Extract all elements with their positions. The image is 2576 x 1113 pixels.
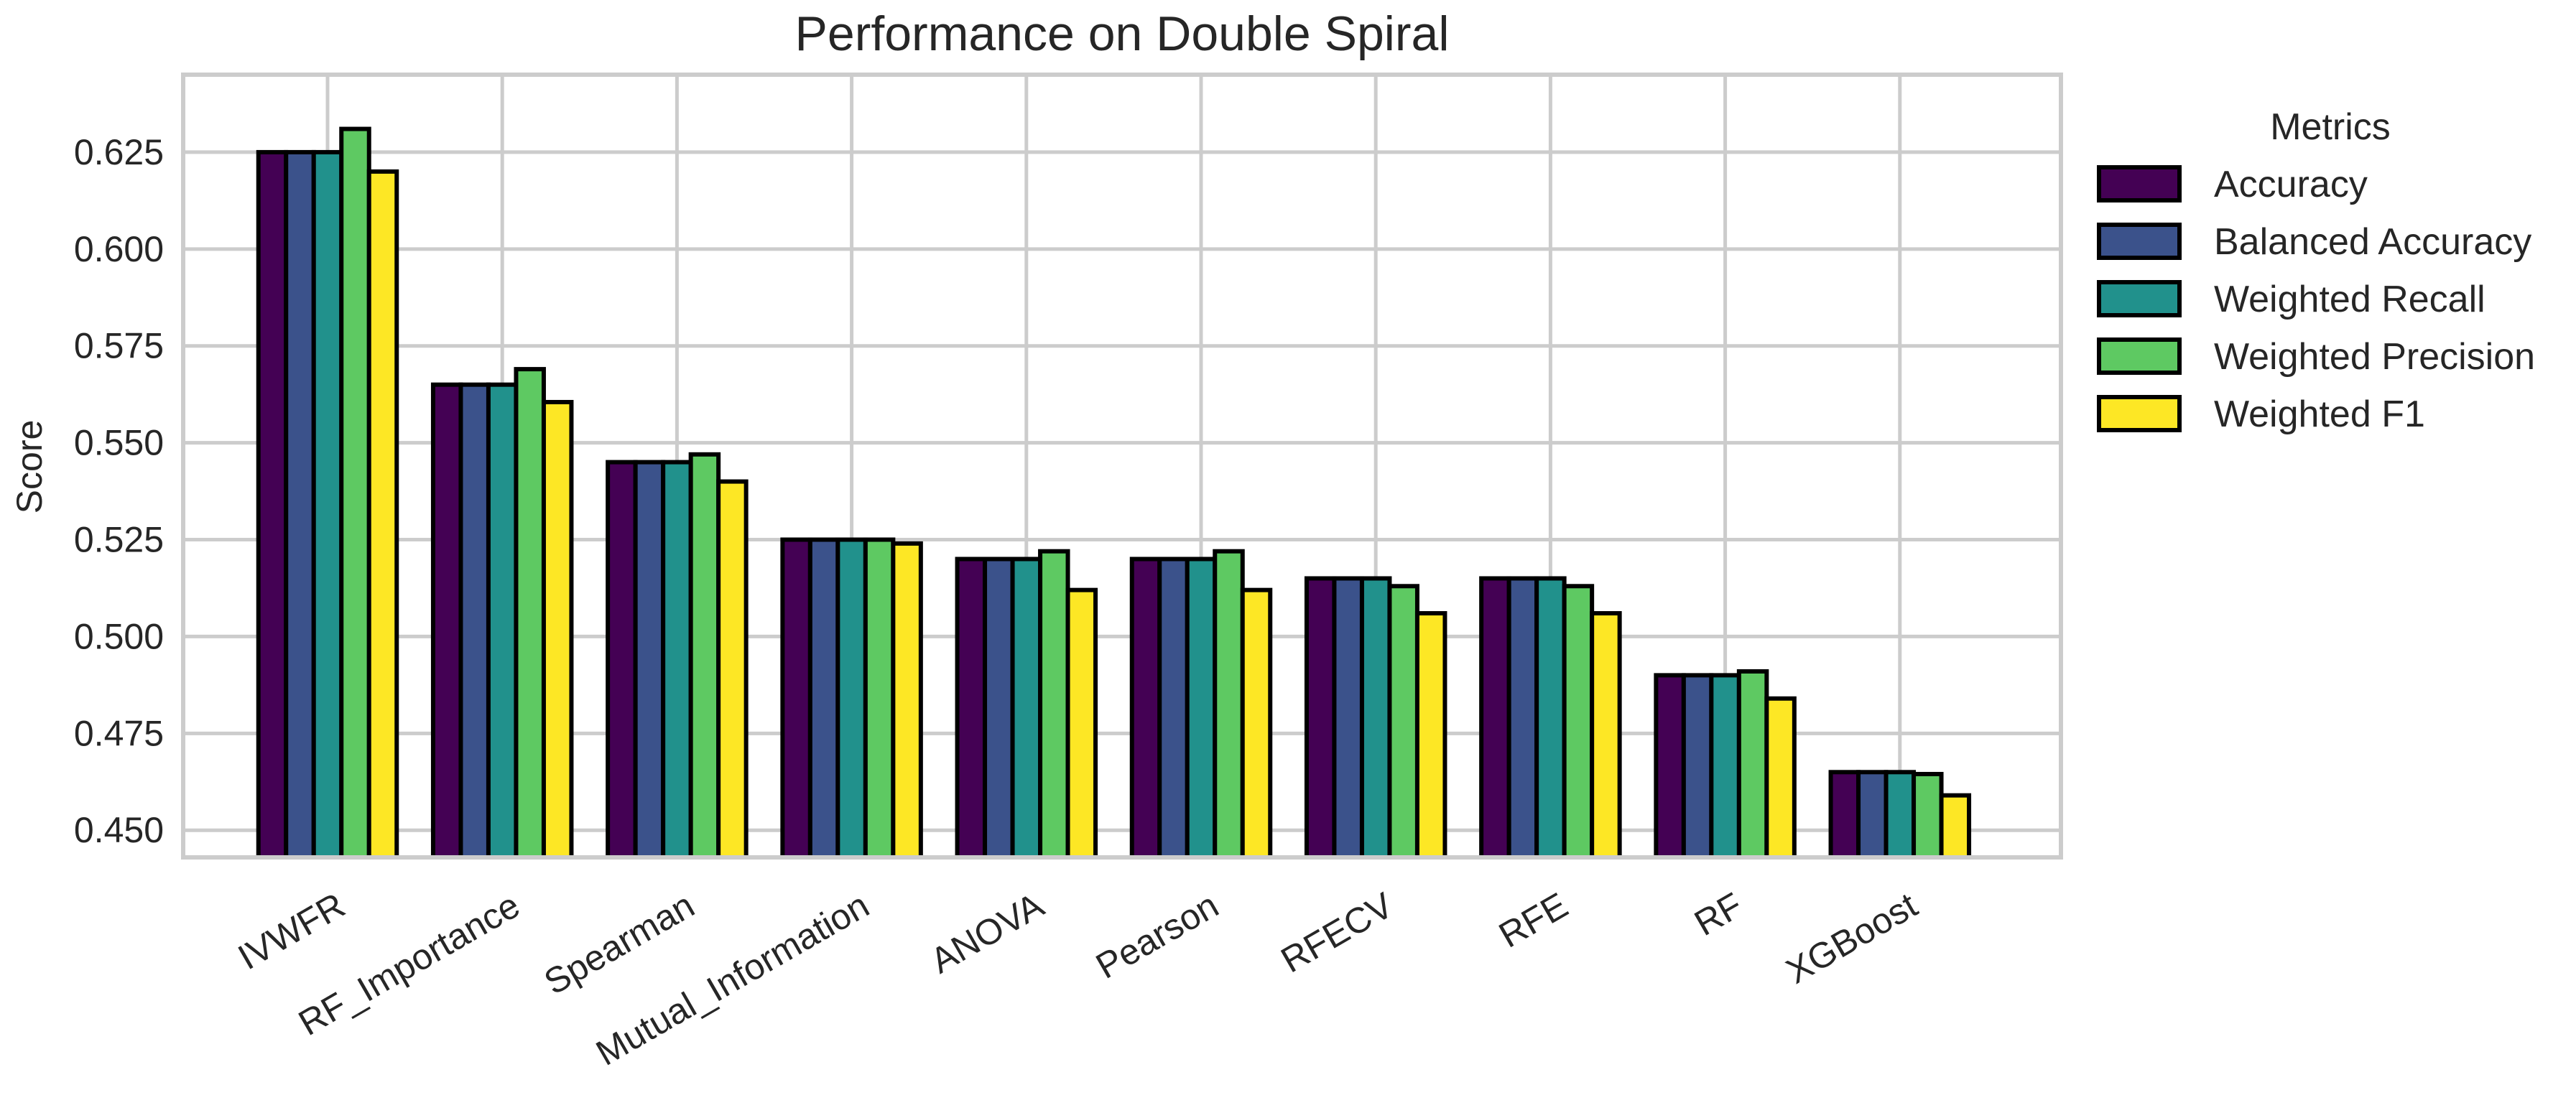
y-tick-label: 0.625 <box>74 132 164 172</box>
bar-rfecv-weighted-f1 <box>1414 611 1447 860</box>
x-tick-label: Spearman <box>537 885 701 1002</box>
bar-spearman-balanced-accuracy <box>633 460 666 860</box>
bar-rf-weighted-recall <box>1709 673 1741 860</box>
bar-pearson-accuracy <box>1129 556 1162 860</box>
bar-rfecv-weighted-precision <box>1387 584 1419 860</box>
bar-xgboost-accuracy <box>1828 770 1861 860</box>
x-tick-label: RF <box>1687 885 1749 944</box>
bar-xgboost-weighted-precision <box>1912 771 1944 860</box>
bar-ivwfr-balanced-accuracy <box>284 149 316 860</box>
bar-anova-weighted-recall <box>1010 556 1043 860</box>
y-tick-label: 0.525 <box>74 520 164 560</box>
y-axis-label: Score <box>9 420 50 514</box>
x-tick-label: XGBoost <box>1779 885 1924 992</box>
bar-rf-importance-weighted-recall <box>486 382 519 860</box>
legend-label: Weighted F1 <box>2214 393 2425 435</box>
bar-ivwfr-weighted-f1 <box>366 169 399 860</box>
bar-rfe-weighted-precision <box>1562 584 1595 860</box>
bar-xgboost-balanced-accuracy <box>1856 770 1889 860</box>
bar-rfe-accuracy <box>1479 576 1511 860</box>
y-tick-label: 0.550 <box>74 423 164 463</box>
bar-rf-importance-balanced-accuracy <box>458 382 491 860</box>
x-tick-label: IVWFR <box>231 885 352 977</box>
bar-rfe-weighted-recall <box>1534 576 1567 860</box>
bar-mutual-information-accuracy <box>780 537 812 860</box>
bar-mutual-information-balanced-accuracy <box>807 537 840 860</box>
bar-anova-weighted-f1 <box>1065 587 1098 860</box>
legend-swatch <box>2097 223 2182 260</box>
legend-swatch <box>2097 337 2182 375</box>
bar-pearson-weighted-precision <box>1213 549 1245 860</box>
y-axis-ticks: 0.450 0.475 0.500 0.525 0.550 0.575 0.600 0.625 <box>74 132 164 850</box>
y-tick-label: 0.500 <box>74 616 164 656</box>
bar-ivwfr-weighted-recall <box>311 149 344 860</box>
bar-anova-weighted-precision <box>1038 549 1070 860</box>
bar-anova-balanced-accuracy <box>983 556 1015 860</box>
legend-swatch <box>2097 395 2182 432</box>
bar-pearson-balanced-accuracy <box>1157 556 1190 860</box>
y-tick-label: 0.450 <box>74 810 164 850</box>
legend-label: Accuracy <box>2214 164 2368 205</box>
bar-spearman-weighted-f1 <box>716 479 749 860</box>
bar-rfecv-balanced-accuracy <box>1332 576 1364 860</box>
bar-rf-importance-weighted-precision <box>514 367 546 860</box>
bar-mutual-information-weighted-precision <box>863 537 896 860</box>
bar-ivwfr-accuracy <box>256 149 289 860</box>
legend-swatch <box>2097 280 2182 317</box>
bar-rf-accuracy <box>1654 673 1686 860</box>
bars <box>256 126 1972 860</box>
bar-pearson-weighted-f1 <box>1240 587 1273 860</box>
y-tick-label: 0.475 <box>74 713 164 753</box>
bar-ivwfr-weighted-precision <box>339 126 371 860</box>
bar-pearson-weighted-recall <box>1185 556 1218 860</box>
legend-label: Weighted Precision <box>2214 336 2535 378</box>
legend-label: Balanced Accuracy <box>2214 221 2531 263</box>
bar-xgboost-weighted-recall <box>1884 770 1917 860</box>
bar-rfe-balanced-accuracy <box>1506 576 1539 860</box>
bar-rf-importance-weighted-f1 <box>541 399 574 860</box>
plot-frame <box>181 73 2063 860</box>
bar-anova-accuracy <box>955 556 988 860</box>
bar-rfecv-accuracy <box>1304 576 1337 860</box>
bar-rf-weighted-f1 <box>1764 696 1797 860</box>
bar-rfe-weighted-f1 <box>1590 611 1622 860</box>
legend-label: Weighted Recall <box>2214 279 2485 320</box>
bar-rf-importance-accuracy <box>430 382 463 860</box>
bar-spearman-accuracy <box>606 460 638 860</box>
legend: Metrics Accuracy Balanced Accuracy Weighte… <box>2097 106 2535 435</box>
y-tick-label: 0.600 <box>74 229 164 269</box>
bar-mutual-information-weighted-recall <box>835 537 868 860</box>
bar-xgboost-weighted-f1 <box>1939 793 1972 860</box>
bar-rfecv-weighted-recall <box>1359 576 1392 860</box>
y-tick-label: 0.575 <box>74 326 164 366</box>
x-tick-label: Pearson <box>1089 885 1225 987</box>
bar-spearman-weighted-precision <box>688 452 721 860</box>
bar-mutual-information-weighted-f1 <box>891 541 923 860</box>
x-tick-label: ANOVA <box>924 885 1051 981</box>
x-tick-label: RFECV <box>1274 885 1400 981</box>
legend-title: Metrics <box>2270 106 2391 148</box>
chart-title: Performance on Double Spiral <box>795 6 1450 61</box>
x-tick-label: RFE <box>1492 885 1575 955</box>
bar-rf-weighted-precision <box>1736 669 1769 860</box>
bar-rf-balanced-accuracy <box>1681 673 1714 860</box>
bar-spearman-weighted-recall <box>661 460 693 860</box>
legend-swatch <box>2097 165 2182 202</box>
